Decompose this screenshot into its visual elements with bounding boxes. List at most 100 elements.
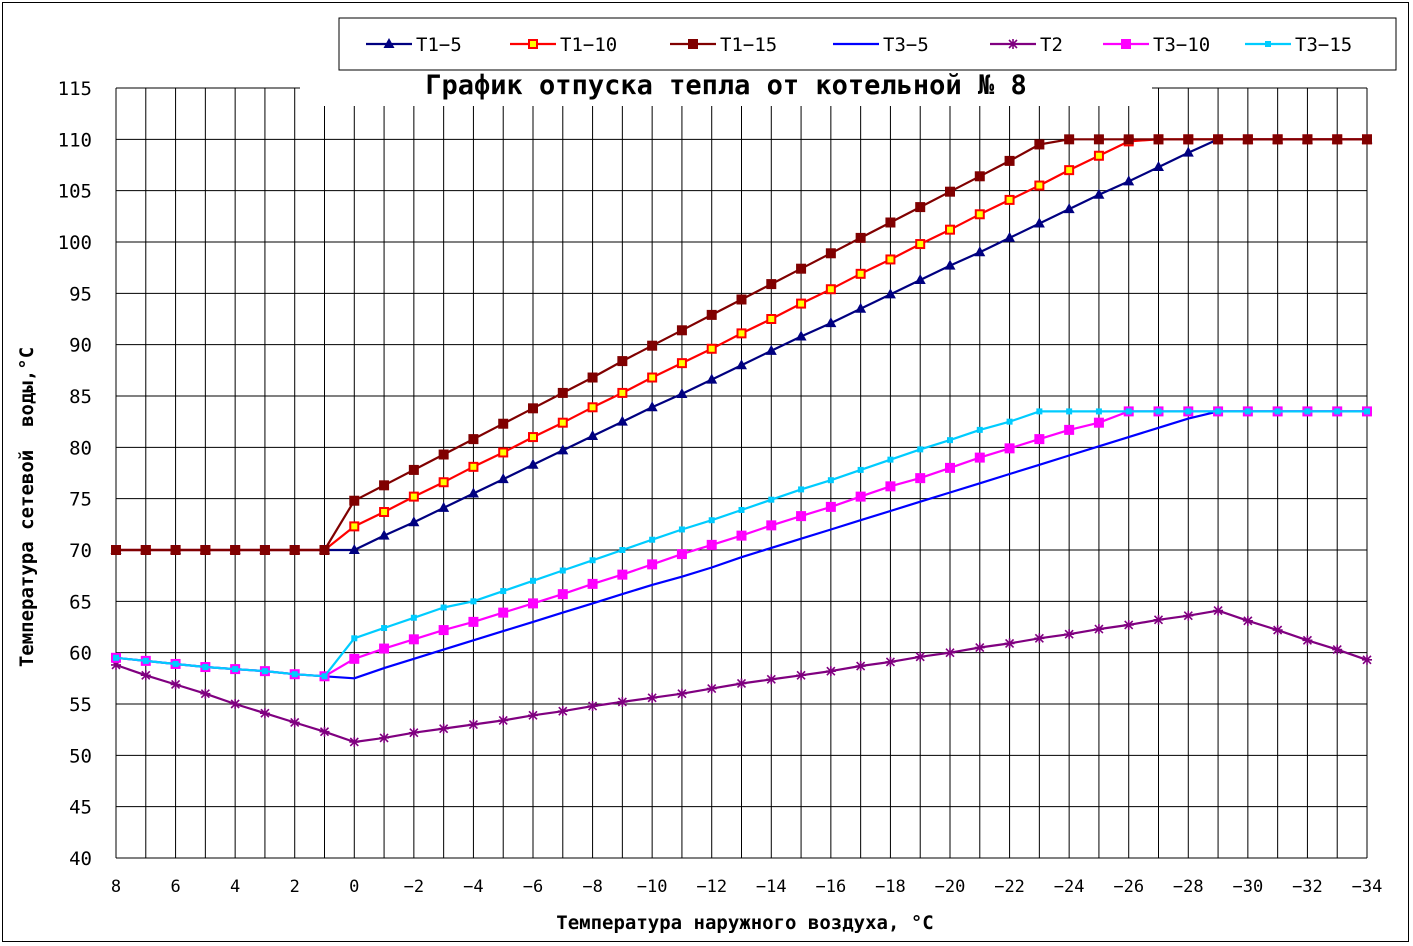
- series-3-point: [1242, 134, 1253, 145]
- y-tick-label: 110: [58, 129, 92, 151]
- legend-item: Т3−15: [1245, 34, 1352, 56]
- x-tick-label: 4: [230, 877, 240, 897]
- series-5-point: [1272, 625, 1283, 636]
- series-2-point: [676, 358, 687, 369]
- x-tick-label: −6: [523, 877, 543, 897]
- series-6-point: [706, 539, 717, 550]
- series-2-point: [825, 284, 836, 295]
- legend-item: Т1−10: [510, 34, 617, 56]
- series-1-point: [676, 387, 688, 398]
- series-3-point: [885, 217, 896, 228]
- series-7-point: [261, 668, 268, 675]
- y-tick-label: 100: [58, 232, 92, 254]
- series-3-point: [676, 325, 687, 336]
- series-7-point: [559, 567, 566, 574]
- series-1-point: [736, 359, 747, 370]
- series-7-point: [1215, 408, 1222, 415]
- series-3-point: [289, 545, 300, 555]
- series-2-point: [945, 224, 955, 235]
- series-5-point: [1004, 638, 1015, 649]
- series-5-point: [498, 715, 509, 726]
- legend-label: Т1−15: [720, 34, 777, 56]
- series-1-point: [1004, 231, 1016, 242]
- series-3-point: [140, 545, 151, 555]
- series-3-point: [1213, 134, 1224, 145]
- series-5-point: [557, 706, 568, 717]
- y-axis-ticks: 40 45 50 55 60 65 70 75 80 85 90 95 100 105 110 115: [58, 78, 92, 870]
- y-tick-label: 95: [69, 283, 92, 305]
- series-5-point: [319, 726, 330, 737]
- series-7-point: [1334, 408, 1341, 415]
- series-5-point: [1213, 605, 1224, 616]
- series-7-point: [619, 547, 626, 553]
- series-7-point: [321, 673, 328, 680]
- series-3-point: [200, 545, 211, 555]
- series-5-point: [140, 670, 151, 681]
- y-tick-label: 40: [69, 848, 92, 870]
- series-7-point: [381, 625, 388, 632]
- series-6-point: [1064, 424, 1075, 435]
- series-1-point: [1182, 146, 1194, 157]
- series-7-point: [1185, 408, 1192, 415]
- series-1-point: [974, 246, 986, 257]
- series-7-point: [738, 506, 745, 513]
- series-3-point: [647, 340, 658, 351]
- legend-label: Т3−10: [1153, 34, 1210, 56]
- series-2-point: [706, 343, 717, 354]
- series-5-point: [289, 717, 300, 728]
- x-axis-label: Температура наружного воздуха, °С: [556, 912, 934, 934]
- series-2-point: [557, 417, 568, 428]
- x-tick-label: 6: [170, 877, 180, 897]
- series-3-point: [1153, 134, 1164, 145]
- legend-item: Т3−5: [833, 34, 929, 56]
- series-3-point: [1123, 134, 1134, 145]
- series-7-point: [976, 426, 983, 433]
- series-3-point: [259, 545, 270, 555]
- series-6-point: [766, 520, 777, 531]
- series-1-point: [1033, 217, 1045, 228]
- series-2-point: [974, 209, 985, 220]
- series-1-point: [706, 373, 718, 384]
- series-2-point: [885, 254, 896, 265]
- series-7-point: [113, 654, 119, 661]
- series-5-point: [259, 708, 270, 719]
- series-7-point: [798, 486, 805, 493]
- series-3-point: [974, 171, 985, 182]
- legend-swatch-marker: [383, 38, 395, 48]
- series-3-point: [1004, 155, 1015, 166]
- series-7-point: [1125, 408, 1132, 415]
- series-1-point: [1153, 161, 1164, 172]
- series-5-point: [438, 723, 449, 734]
- series-6-point: [825, 501, 836, 512]
- series-2-point: [855, 268, 866, 279]
- series-3-point: [319, 545, 330, 555]
- series-3-point: [1093, 134, 1104, 145]
- legend-item: Т1−5: [366, 34, 462, 56]
- series-1-point: [1063, 203, 1075, 214]
- y-label-background: [9, 272, 39, 742]
- series-3-point: [557, 387, 568, 398]
- series-6-point: [498, 607, 509, 618]
- series-1-point: [1093, 188, 1105, 199]
- series-6-point: [617, 569, 628, 580]
- series-7-point: [142, 657, 149, 664]
- series-7-point: [649, 536, 656, 543]
- y-tick-label: 105: [58, 181, 92, 203]
- legend-item: Т2: [990, 34, 1063, 56]
- series-1-point: [616, 415, 628, 426]
- series-6-point: [885, 481, 896, 492]
- series-5-point: [974, 642, 985, 653]
- series-1-point: [944, 259, 956, 270]
- x-tick-label: −8: [582, 877, 602, 897]
- series-5-point: [915, 651, 926, 662]
- legend: Т1−5 Т1−10 Т1−15 Т3−5 Т2 Т3−10 Т3−15: [338, 17, 1397, 71]
- series-5-point: [706, 683, 717, 694]
- series-6-point: [1004, 443, 1015, 454]
- series-3-point: [498, 418, 509, 429]
- series-7-point: [202, 664, 209, 671]
- series-2-point: [528, 432, 538, 443]
- series-2-point: [736, 328, 747, 339]
- series-7-point: [1304, 408, 1311, 415]
- x-tick-label: 2: [290, 877, 300, 897]
- series-5-point: [1242, 615, 1253, 626]
